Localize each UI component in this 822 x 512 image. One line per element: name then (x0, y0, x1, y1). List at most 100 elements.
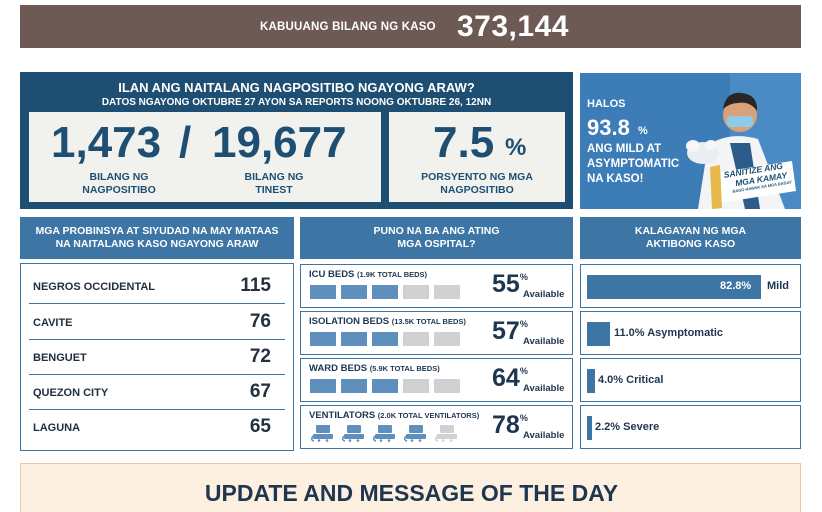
bed-unit-icon (403, 379, 429, 393)
provinces-list: NEGROS OCCIDENTAL 115 CAVITE 76 BENGUET … (20, 263, 294, 451)
bed-unit-icon (403, 332, 429, 346)
status-row-asymptomatic: 11.0% Asymptomatic (580, 311, 801, 355)
update-title: UPDATE AND MESSAGE OF THE DAY (204, 480, 619, 506)
status-bar-value: 82.8% (720, 280, 752, 292)
province-row: QUEZON CITY 67 (29, 375, 285, 410)
ventilator-icon (310, 425, 333, 442)
hospital-resource-name: VENTILATORS (309, 410, 376, 421)
ward-beds-row: WARD BEDS (5.9K TOTAL BEDS) 64% Availabl… (300, 358, 573, 402)
hospital-resource-name: ISOLATION BEDS (309, 316, 390, 327)
rate-label-line-1: PORSYENTO NG MGA (421, 171, 533, 183)
province-count: 67 (249, 381, 271, 402)
province-name: BENGUET (33, 352, 87, 364)
doctor-illustration-icon (686, 73, 801, 209)
bed-unit-icon (434, 332, 460, 346)
percent-value: 64 (492, 364, 520, 392)
province-name: LAGUNA (33, 422, 81, 434)
total-cases-banner: KABUUANG BILANG NG KASO 373,144 (20, 5, 801, 48)
ventilators-row: VENTILATORS (2.0K TOTAL VENTILATORS) 78%… (300, 405, 573, 449)
status-header: KALAGAYAN NG MGA AKTIBONG KASO (580, 217, 801, 259)
status-label: 2.2% Severe (595, 421, 660, 433)
bed-unit-icon (434, 285, 460, 299)
ventilator-icon (341, 425, 364, 442)
tested-label-line-2: TINEST (255, 184, 293, 196)
ventilator-icon (372, 425, 395, 442)
bed-unit-icon (434, 379, 460, 393)
hospital-resource-total: (5.9K TOTAL BEDS) (369, 364, 440, 373)
positive-tested-box: 1,473 / 19,677 BILANG NG NAGPOSITIBO BIL… (29, 112, 381, 202)
hospital-resource-name: WARD BEDS (309, 363, 368, 374)
status-row-severe: 2.2% Severe (580, 405, 801, 449)
province-name: NEGROS OCCIDENTAL (33, 281, 156, 293)
count-separator: / (179, 118, 192, 167)
bed-unit-icon (341, 332, 367, 346)
province-name: QUEZON CITY (33, 387, 109, 399)
hospital-resource-label: VENTILATORS (2.0K TOTAL VENTILATORS) (309, 410, 479, 421)
province-count: 72 (249, 346, 271, 367)
positivity-rate-unit: % (505, 134, 527, 161)
province-row: LAGUNA 65 (29, 410, 285, 445)
bed-unit-icon (372, 285, 398, 299)
percent-sign: % (519, 272, 528, 282)
available-label: Available (523, 336, 565, 347)
hospital-resource-label: WARD BEDS (5.9K TOTAL BEDS) (309, 363, 440, 374)
status-bar (587, 322, 610, 346)
status-bar (587, 275, 761, 299)
status-header-line-1: KALAGAYAN NG MGA (634, 225, 747, 237)
provinces-header-line-1: MGA PROBINSYA AT SIYUDAD NA MAY MATAAS (35, 225, 279, 237)
available-label: Available (523, 430, 565, 441)
positive-label-line-2: NAGPOSITIBO (82, 184, 156, 196)
province-count: 65 (249, 416, 271, 437)
hospital-available-percent: 78% (492, 411, 528, 440)
hospital-resource-total: (13.5K TOTAL BEDS) (391, 317, 466, 326)
bed-unit-icon (341, 379, 367, 393)
isolation-beds-row: ISOLATION BEDS (13.5K TOTAL BEDS) 57% Av… (300, 311, 573, 355)
hospital-available-percent: 64% (492, 364, 528, 393)
bed-unit-icon (403, 285, 429, 299)
available-label: Available (523, 383, 565, 394)
percent-sign: % (519, 413, 528, 423)
positive-count: 1,473 (51, 118, 162, 167)
percent-value: 78 (492, 411, 520, 439)
status-bar (587, 369, 595, 393)
total-cases-value: 373,144 (457, 10, 569, 43)
province-row: NEGROS OCCIDENTAL 115 (29, 269, 285, 304)
hospital-resource-label: ISOLATION BEDS (13.5K TOTAL BEDS) (309, 316, 466, 327)
hospital-resource-label: ICU BEDS (1.9K TOTAL BEDS) (309, 269, 427, 280)
province-count: 76 (249, 311, 271, 332)
hospital-available-percent: 57% (492, 317, 528, 346)
province-count: 115 (240, 275, 271, 296)
tested-label-line-1: BILANG NG (244, 171, 304, 183)
percent-sign: % (519, 366, 528, 376)
ad-line-1: ANG MILD AT (587, 143, 662, 155)
positive-label: BILANG NG NAGPOSITIBO (69, 171, 169, 197)
positive-label-line-1: BILANG NG (89, 171, 149, 183)
hospitals-header-line-1: PUNO NA BA ANG ATING (373, 225, 500, 237)
positivity-rate-box: 7.5 % PORSYENTO NG MGA NAGPOSITIBO (389, 112, 565, 202)
province-row: BENGUET 72 (29, 340, 285, 375)
percent-value: 57 (492, 317, 520, 345)
bed-unit-icon (310, 285, 336, 299)
total-cases-label: KABUUANG BILANG NG KASO (260, 21, 436, 33)
provinces-header: MGA PROBINSYA AT SIYUDAD NA MAY MATAAS N… (20, 217, 294, 259)
hospital-available-percent: 55% (492, 270, 528, 299)
icu-beds-row: ICU BEDS (1.9K TOTAL BEDS) 55% Available (300, 264, 573, 308)
status-label: 4.0% Critical (598, 374, 664, 386)
ad-percent: 93.8 (587, 115, 630, 140)
rate-label-line-2: NAGPOSITIBO (440, 184, 514, 196)
percent-value: 55 (492, 270, 520, 298)
mild-asymptomatic-ad: HALOS 93.8 % ANG MILD AT ASYMPTOMATIC NA… (580, 73, 801, 209)
percent-sign: % (519, 319, 528, 329)
positivity-rate: 7.5 (433, 118, 495, 167)
bed-unit-icon (310, 379, 336, 393)
ad-line-2: ASYMPTOMATIC (587, 158, 680, 170)
status-bar (587, 416, 592, 440)
bed-unit-icon (310, 332, 336, 346)
bed-unit-icon (341, 285, 367, 299)
bed-unit-icon (372, 332, 398, 346)
tested-label: BILANG NG TINEST (234, 171, 314, 197)
hospital-resource-total: (2.0K TOTAL VENTILATORS) (377, 411, 480, 420)
positives-subtitle: DATOS NGAYONG OKTUBRE 27 AYON SA REPORTS… (101, 97, 492, 108)
ad-percent-unit: % (638, 125, 648, 137)
status-label: 11.0% Asymptomatic (614, 327, 724, 339)
